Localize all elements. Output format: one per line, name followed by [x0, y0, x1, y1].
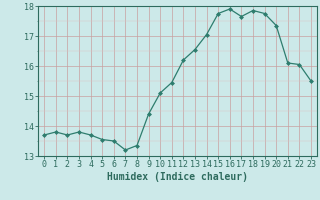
X-axis label: Humidex (Indice chaleur): Humidex (Indice chaleur) [107, 172, 248, 182]
